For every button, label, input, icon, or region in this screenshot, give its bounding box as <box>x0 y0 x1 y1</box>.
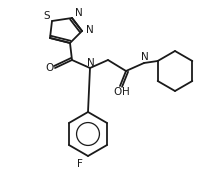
Text: S: S <box>44 11 50 21</box>
Text: N: N <box>86 25 94 35</box>
Text: N: N <box>75 8 83 18</box>
Text: N: N <box>141 52 149 62</box>
Text: N: N <box>87 58 95 68</box>
Text: H: H <box>122 87 130 97</box>
Text: O: O <box>45 63 53 73</box>
Text: O: O <box>113 87 121 97</box>
Text: F: F <box>77 159 83 169</box>
